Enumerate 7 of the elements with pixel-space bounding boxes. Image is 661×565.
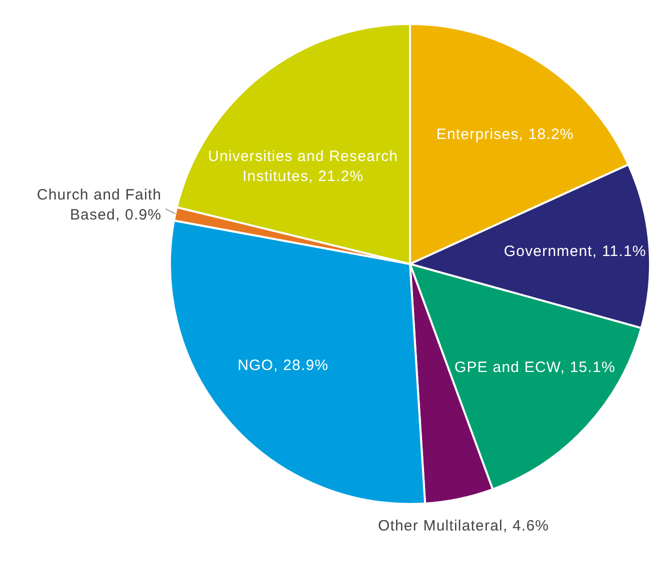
slice-label: NGO, 28.9% (238, 356, 329, 374)
slice-label: Universities and Research Institutes, 21.2% (208, 148, 398, 186)
slice-label: Enterprises, 18.2% (436, 126, 574, 143)
slice-label: Church and Faith Based, 0.9% (36, 186, 162, 224)
slice-label: Other Multilateral, 4.6% (378, 517, 550, 534)
slice-label: Government, 11.1% (504, 242, 646, 260)
slice-label: GPE and ECW, 15.1% (454, 359, 616, 376)
